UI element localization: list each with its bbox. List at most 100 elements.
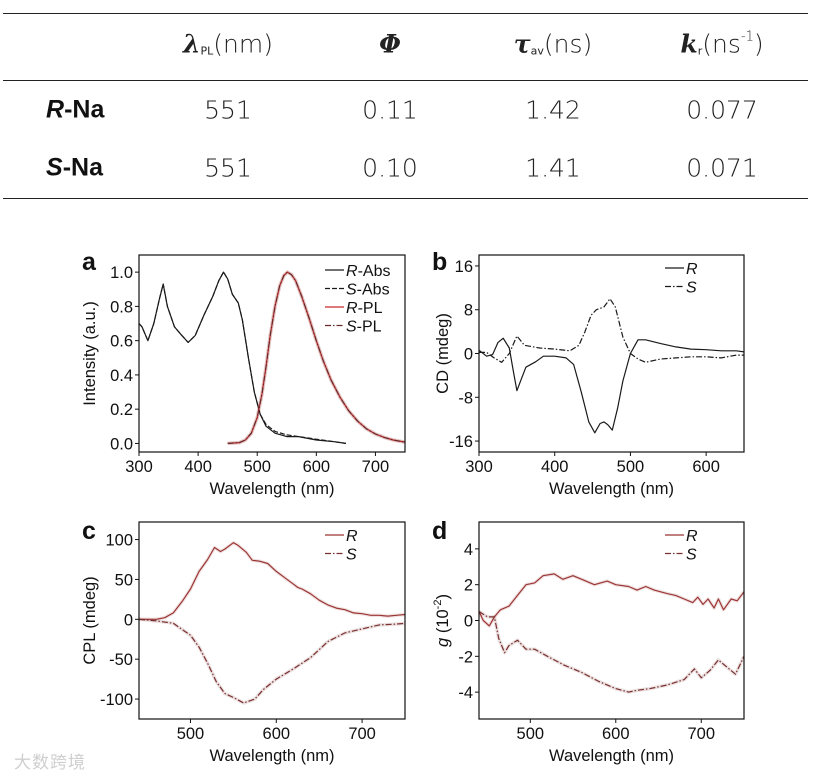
legend-label: S-PL <box>346 319 382 336</box>
row-label-rest: -Na <box>64 95 105 124</box>
lambda-unit: (nm) <box>213 29 274 59</box>
series-line-S <box>479 610 744 693</box>
header-kr: kr(ns-1) <box>680 30 763 59</box>
legend-label: S-Abs <box>346 282 390 299</box>
header-lambda-pl: λPL(nm) <box>183 30 273 59</box>
table-cell: 0.11 <box>362 95 418 125</box>
y-tick-label: 0 <box>464 613 473 631</box>
x-tick-label: 500 <box>177 725 205 743</box>
legend-label: S <box>346 547 357 564</box>
legend-label-italic: S <box>686 280 697 297</box>
legend-label-rest: -PL <box>358 300 383 317</box>
panel-letter: b <box>432 248 447 276</box>
series-line-R <box>139 542 405 620</box>
k-symbol: k <box>680 29 698 59</box>
tau-symbol: τ <box>513 29 531 59</box>
series-line-R-abs <box>139 271 346 444</box>
series-line-S-pl <box>227 271 405 444</box>
k-unit: (ns <box>702 29 741 59</box>
y-axis-label: CPL (mdeg) <box>81 576 99 664</box>
legend-label-italic: S <box>346 282 357 299</box>
series-glow <box>479 572 744 628</box>
y-tick-label: -4 <box>458 684 473 702</box>
y-axis-label-rest: (10 <box>434 609 452 637</box>
plot-frame <box>478 254 745 453</box>
tau-unit: (ns <box>543 29 583 59</box>
series-glow <box>479 610 744 694</box>
y-tick-label: -2 <box>458 648 473 666</box>
y-axis-label-italic: g <box>434 637 452 647</box>
series-line-R <box>479 337 744 434</box>
y-tick-label: 0.4 <box>110 367 133 385</box>
tau-subscript: av <box>530 44 544 58</box>
x-tick-label: 500 <box>243 458 271 476</box>
x-tick-label: 600 <box>303 458 331 476</box>
header-tau-av: τav(ns) <box>514 30 592 59</box>
y-tick-label: -8 <box>458 389 473 407</box>
y-tick-label: 8 <box>464 302 473 320</box>
plot-frame <box>138 254 406 453</box>
y-tick-label: 100 <box>105 532 133 550</box>
y-tick-label: 0 <box>464 346 473 364</box>
chart-panel-c: RS 500 600 700 -100 -50 0 50 100 Wavelength (nm) C… <box>81 517 406 765</box>
watermark: 大数跨境 <box>14 753 86 772</box>
series-line-S <box>479 298 744 363</box>
y-tick-label: 2 <box>464 577 473 595</box>
x-tick-label: 300 <box>125 458 153 476</box>
x-tick-label: 500 <box>517 725 545 743</box>
panel-letter: d <box>432 517 447 545</box>
table-top-rule <box>3 13 808 14</box>
x-tick-label: 300 <box>465 458 493 476</box>
header-phi: Φ <box>379 30 401 59</box>
row-label-rest: -Na <box>62 153 103 182</box>
legend-label-italic: S <box>346 319 357 336</box>
x-axis-label: Wavelength (nm) <box>209 480 334 498</box>
y-tick-label: 0.8 <box>110 298 133 316</box>
y-tick-label: 0.6 <box>110 333 133 351</box>
x-tick-label: 400 <box>541 458 569 476</box>
row-label-r-na: R-Na <box>46 96 104 125</box>
table-header-rule <box>3 80 808 81</box>
table-bottom-rule <box>3 198 808 199</box>
x-axis-label: Wavelength (nm) <box>549 747 674 765</box>
y-axis-label: g (10-2) <box>432 594 452 647</box>
x-tick-label: 600 <box>263 725 291 743</box>
x-axis-label: Wavelength (nm) <box>209 747 334 765</box>
table-cell: 551 <box>204 95 252 125</box>
series-line-S-abs <box>139 271 346 444</box>
legend-label-rest: -Abs <box>358 263 391 280</box>
x-tick-label: 500 <box>617 458 645 476</box>
k-close: ) <box>753 29 764 59</box>
y-tick-label: 0.2 <box>110 401 133 419</box>
chart-panel-b: RS 300 400 500 600 -16 -8 0 8 16 Wavelength (nm) CD… <box>432 248 745 498</box>
x-tick-label: 700 <box>348 725 376 743</box>
y-tick-label: 4 <box>464 541 473 559</box>
legend-label: R-Abs <box>346 263 390 280</box>
y-tick-label: 1.0 <box>110 264 133 282</box>
series-glow <box>139 540 405 622</box>
legend-label: S <box>686 547 697 564</box>
legend-label-italic: R <box>686 528 698 545</box>
legend-label-italic: R <box>686 261 698 278</box>
k-subscript: r <box>697 44 703 58</box>
table-cell: 1.41 <box>525 153 581 183</box>
x-tick-label: 600 <box>602 725 630 743</box>
series-glow <box>139 617 405 705</box>
legend-label-italic: S <box>686 547 697 564</box>
y-tick-label: -16 <box>449 433 473 451</box>
panel-letter: a <box>82 248 97 276</box>
panel-letter: c <box>82 517 96 545</box>
lambda-subscript: PL <box>200 44 214 58</box>
legend-label: R <box>686 528 698 545</box>
legend-label-rest: -PL <box>357 319 382 336</box>
table-cell: 0.077 <box>686 95 758 125</box>
legend-label: R-PL <box>346 300 383 317</box>
x-tick-label: 700 <box>687 725 715 743</box>
series-line-S <box>139 618 405 704</box>
y-tick-label: 16 <box>455 258 473 276</box>
y-axis-label-sup: -2 <box>432 600 444 610</box>
legend-label-italic: R <box>346 528 358 545</box>
legend-label: R <box>346 528 358 545</box>
phi-symbol: Φ <box>379 29 401 59</box>
